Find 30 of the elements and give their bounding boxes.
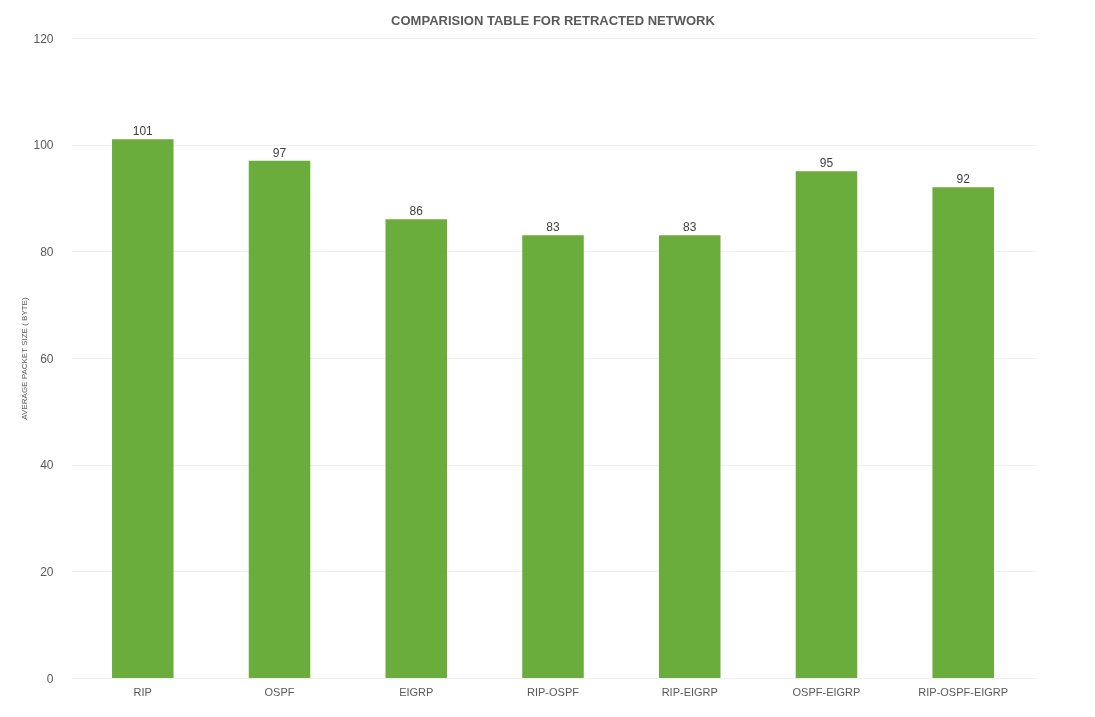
bar: [932, 187, 994, 678]
y-tick-label: 80: [40, 244, 54, 259]
y-tick-label: 100: [33, 138, 54, 153]
bar: [658, 235, 721, 678]
x-tick-label: RIP-EIGRP: [661, 685, 718, 698]
bar: [522, 235, 584, 678]
x-tick-label: RIP-OSPF-EIGRP: [918, 685, 1009, 698]
chart-title: COMPARISION TABLE FOR RETRACTED NETWORK: [391, 13, 716, 28]
data-label: 95: [819, 156, 834, 171]
y-tick-label: 20: [40, 564, 54, 579]
x-tick-label: RIP: [133, 685, 152, 698]
data-label: 92: [956, 172, 971, 187]
data-label: 101: [132, 124, 154, 139]
data-label: 83: [683, 220, 697, 235]
data-label: 86: [409, 204, 424, 219]
bar: [385, 219, 448, 678]
y-tick-label: 120: [33, 31, 54, 46]
bar: [795, 171, 858, 678]
data-label: 83: [546, 220, 560, 235]
bar: [112, 139, 174, 678]
x-tick-label: OSPF: [264, 685, 295, 698]
x-tick-label: RIP-OSPF: [527, 685, 580, 698]
x-tick-label: EIGRP: [399, 685, 434, 698]
bar: [248, 160, 311, 678]
y-axis-title: AVERAGE PACKET SIZE ( BYTE): [20, 297, 30, 420]
y-tick-label: 0: [46, 671, 54, 686]
x-tick-label: OSPF-EIGRP: [792, 685, 861, 698]
data-label: 97: [272, 145, 287, 160]
y-tick-label: 60: [40, 351, 54, 366]
y-tick-label: 40: [40, 458, 54, 473]
